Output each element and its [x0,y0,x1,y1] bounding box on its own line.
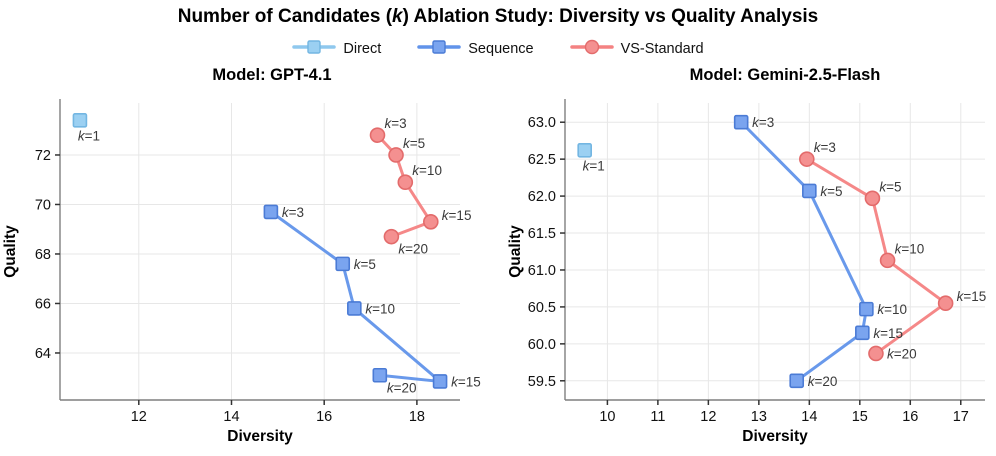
x-tick-label: 10 [599,409,615,425]
sequence-marker-icon [417,38,462,60]
sequence-k15-marker [432,374,448,389]
sequence-k10-marker [859,301,874,317]
vs-standard-k5-label: k=5 [403,136,425,151]
vs-standard-k10-marker [397,174,414,190]
x-tick-label: 11 [650,409,665,425]
legend: Direct Sequence VS-Standard [0,38,996,60]
y-tick-label: 62.5 [528,152,556,168]
y-axis-label: Quality [2,225,19,278]
vs-standard-k15-label: k=15 [442,208,472,223]
x-tick-label: 16 [902,409,918,425]
figure-title-suffix: ) Ablation Study: Diversity vs Quality A… [402,6,819,27]
sequence-k5-marker [335,256,351,272]
legend-marker-shape [584,39,599,55]
vs-standard-k20-label: k=20 [887,346,917,361]
vs-standard-k5-marker [864,190,881,207]
vs-standard-k5-label: k=5 [879,179,901,194]
figure-title-k-italic: k [392,6,403,27]
direct-k1-marker [577,142,592,158]
x-tick-label: 12 [700,409,716,425]
legend-label-sequence: Sequence [468,41,534,57]
y-axis-label: Quality [507,225,524,278]
sequence-k3-label: k=3 [282,205,304,220]
y-tick-label: 70 [35,197,51,213]
y-tick-label: 64 [35,346,51,362]
y-tick-label: 61.0 [528,263,556,279]
vs-standard-k3-marker [799,151,815,167]
sequence-k20-label: k=20 [387,380,417,395]
panel-1: 10 11 12 13 14 15 16 17 59.5 60.0 60.5 61.0 61.5 62.0… [507,99,986,445]
sequence-k3-label: k=3 [752,115,774,130]
sequence-k5-marker [802,183,817,199]
vs-standard-marker-icon [569,38,614,60]
vs-standard-k3-label: k=3 [384,116,406,131]
sequence-k5-label: k=5 [820,184,842,199]
sequence-k3-marker [263,204,279,220]
vs-standard-k10-label: k=10 [895,241,925,256]
legend-swatch-svg [569,39,614,55]
legend-item-sequence: Sequence [417,38,534,60]
y-tick-label: 72 [35,148,51,164]
legend-marker-shape [432,40,446,54]
sequence-k10-marker [347,301,362,316]
vs-standard-k20-label: k=20 [398,242,428,257]
vs-standard-k15-marker [937,295,954,312]
vs-standard-k15-label: k=15 [957,289,987,304]
legend-marker-shape [307,40,322,54]
legend-item-direct: Direct [292,38,381,60]
x-axis-label: Diversity [227,428,293,445]
figure-title: Number of Candidates (k) Ablation Study:… [0,6,996,28]
x-tick-label: 13 [751,409,767,425]
sequence-k10-label: k=10 [877,302,907,317]
sequence-k20-marker [789,373,805,389]
sequence-k20-label: k=20 [808,374,838,389]
sequence-k5-label: k=5 [354,257,376,272]
x-tick-label: 18 [409,409,425,425]
x-tick-label: 14 [801,409,817,425]
vs-standard-k3-marker [369,127,386,143]
subplot-title-gemini: Model: Gemini-2.5-Flash [689,66,881,84]
vs-standard-k10-label: k=10 [412,163,442,178]
x-tick-label: 17 [953,409,969,425]
legend-label-direct: Direct [343,41,382,57]
x-axis-label: Diversity [742,428,808,445]
vs-standard-k5-marker [388,147,404,163]
vs-standard-k10-marker [879,252,896,269]
y-tick-label: 68 [35,247,51,263]
x-tick-label: 16 [316,409,332,425]
y-tick-label: 59.5 [528,374,556,390]
direct-k1-marker [72,113,88,128]
legend-item-vs-standard: VS-Standard [569,38,704,60]
y-tick-label: 60.0 [528,337,556,353]
sequence-k20-marker [372,367,388,383]
legend-label-vs-standard: VS-Standard [620,41,704,57]
direct-marker-icon [292,38,337,60]
legend-swatch-svg [417,40,462,54]
panel-0: 12 14 16 18 64 66 68 70 72 Diversity Quality k=1 k=3… [2,99,481,445]
x-tick-label: 12 [131,409,147,425]
x-tick-label: 15 [852,409,868,425]
sequence-k10-label: k=10 [365,301,395,316]
vs-standard-k20-marker [868,345,884,362]
vs-standard-k15-marker [422,214,439,230]
figure-title-prefix: Number of Candidates ( [177,6,393,27]
sequence-k15-label: k=15 [451,374,481,389]
vs-standard-k20-marker [383,228,400,245]
sequence-k15-label: k=15 [873,326,903,341]
y-tick-label: 63.0 [528,115,556,131]
y-tick-label: 60.5 [528,300,556,316]
direct-k1-label: k=1 [78,128,100,143]
direct-k1-label: k=1 [583,158,605,173]
y-tick-label: 61.5 [528,226,556,242]
y-tick-label: 62.0 [528,189,556,205]
sequence-k3-marker [733,114,749,130]
sequence-line [269,210,442,383]
x-tick-label: 14 [223,409,239,425]
legend-swatch-svg [292,40,337,54]
y-tick-label: 66 [35,296,51,312]
sequence-k15-marker [855,325,870,341]
subplot-title-gpt41: Model: GPT-4.1 [212,66,332,84]
vs-standard-k3-label: k=3 [814,140,836,155]
